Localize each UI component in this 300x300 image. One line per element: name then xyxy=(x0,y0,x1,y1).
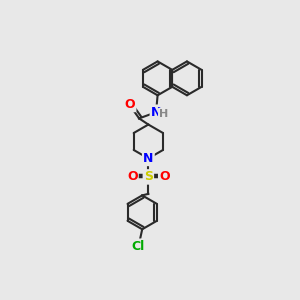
Text: O: O xyxy=(124,98,135,111)
Text: O: O xyxy=(127,170,137,183)
Text: N: N xyxy=(151,106,161,119)
Text: Cl: Cl xyxy=(132,240,145,253)
Text: O: O xyxy=(159,170,170,183)
Text: S: S xyxy=(144,170,153,183)
Text: H: H xyxy=(159,109,168,119)
Text: N: N xyxy=(143,152,154,165)
